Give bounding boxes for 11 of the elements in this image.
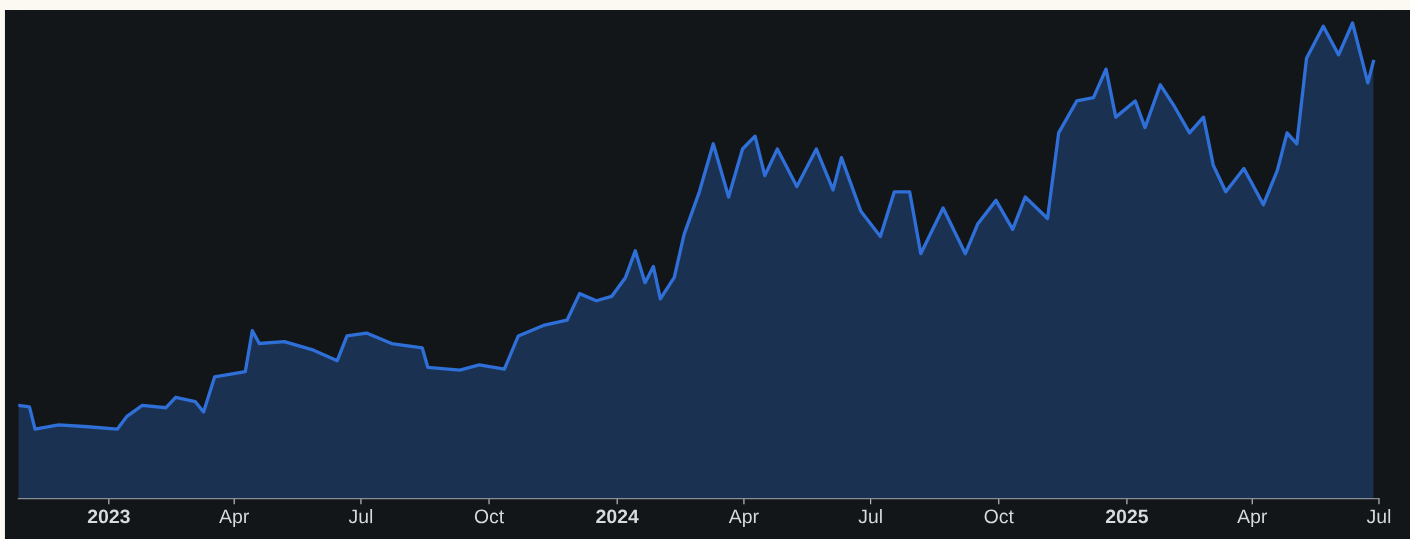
x-tick-label: Jul	[1366, 508, 1391, 524]
x-tick-label: Jul	[348, 508, 373, 524]
x-tick-label: Apr	[219, 509, 249, 528]
x-tick-label: Apr	[728, 509, 759, 528]
x-tick-label: Oct	[984, 509, 1014, 524]
x-tick-label: Jul	[858, 508, 882, 524]
x-tick-label: Oct	[474, 509, 505, 524]
x-tick-label: 2023	[87, 509, 130, 524]
x-tick-label: 2024	[596, 509, 639, 524]
x-tick-label: 2025	[1105, 509, 1148, 524]
x-tick-label: Apr	[1237, 509, 1268, 528]
